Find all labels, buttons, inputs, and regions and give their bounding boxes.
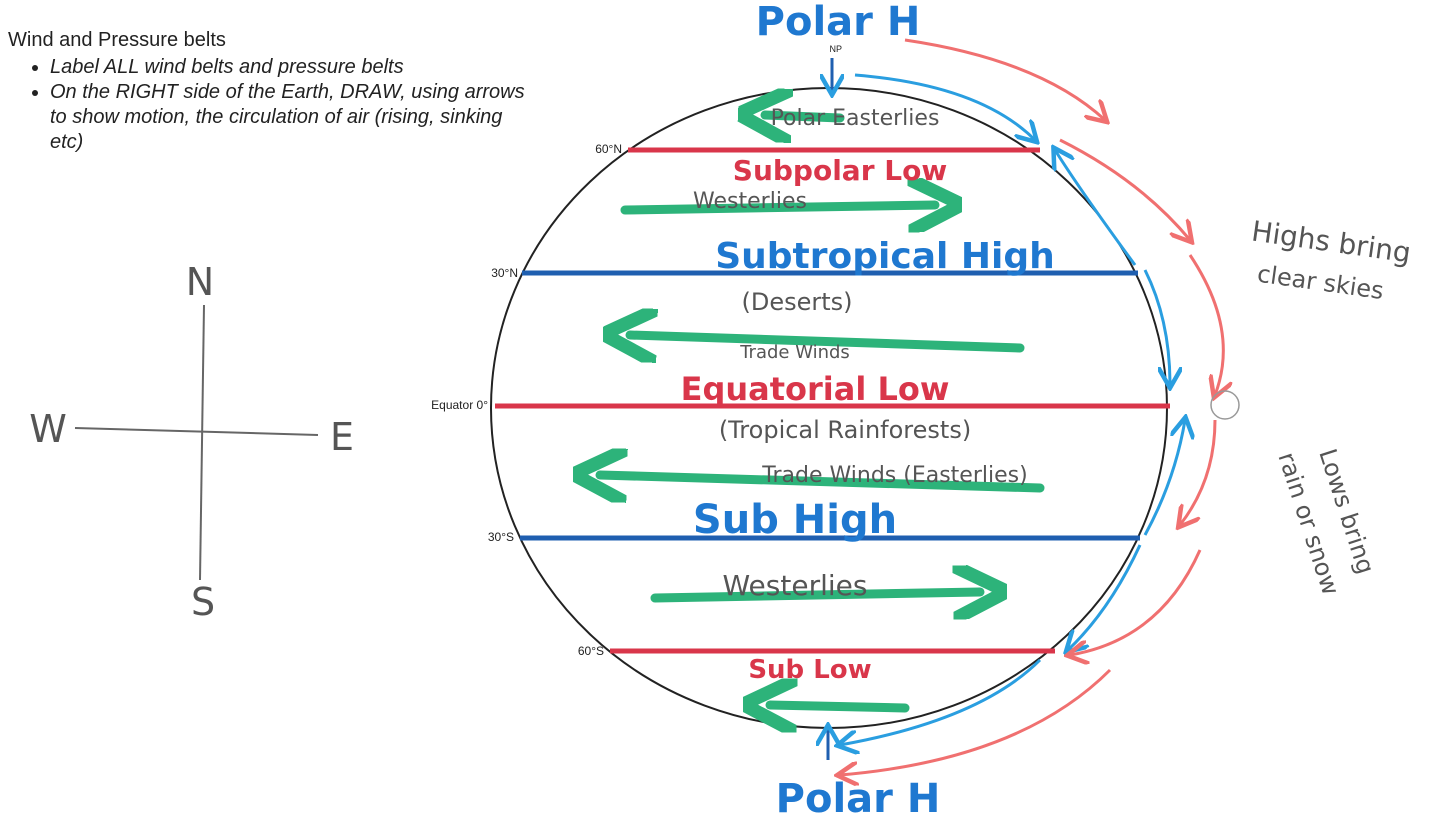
pressure-label: Equatorial Low bbox=[681, 370, 950, 408]
compass-ns bbox=[199, 304, 205, 581]
air-flow bbox=[904, 38, 1105, 120]
compass bbox=[74, 304, 319, 581]
air-flow bbox=[1070, 549, 1202, 655]
wind-arrow bbox=[650, 592, 980, 598]
circulation bbox=[828, 38, 1240, 775]
air-flow bbox=[1143, 269, 1170, 385]
wind-arrows bbox=[600, 115, 1045, 708]
side-notes: Highs bring clear skies Lows bring rain … bbox=[1249, 214, 1412, 598]
climate-note: (Deserts) bbox=[741, 288, 852, 316]
instructions-title: Wind and Pressure belts bbox=[8, 29, 226, 51]
instructions: Wind and Pressure belts Label ALL wind b… bbox=[8, 28, 528, 155]
wind-label: Westerlies bbox=[723, 569, 868, 602]
air-flow bbox=[1059, 138, 1190, 240]
climate-note: (Tropical Rainforests) bbox=[719, 416, 971, 444]
pressure-label: Sub Low bbox=[748, 655, 871, 685]
pressure-label: Subtropical High bbox=[715, 236, 1055, 277]
latitude-lines bbox=[495, 147, 1170, 654]
air-flow bbox=[1143, 420, 1185, 536]
compass-e: E bbox=[330, 415, 354, 459]
air-flow bbox=[854, 73, 1035, 140]
side-note-line: clear skies bbox=[1256, 260, 1386, 305]
air-flow bbox=[840, 658, 1042, 745]
latitude-labels: 60°N 30°N Equator 0° 30°S 60°S NP bbox=[431, 44, 842, 658]
pressure-label: Subpolar Low bbox=[733, 154, 947, 187]
pressure-label: Polar H bbox=[776, 776, 941, 817]
compass-n: N bbox=[186, 260, 214, 304]
pressure-label: Polar H bbox=[756, 0, 921, 45]
air-flow bbox=[1055, 150, 1137, 266]
wind-label: Trade Winds (Easterlies) bbox=[761, 463, 1027, 488]
compass-s: S bbox=[191, 580, 215, 624]
side-note: Lows bring rain or snow bbox=[1272, 445, 1380, 598]
wind-label: Polar Easterlies bbox=[771, 106, 940, 131]
compass-we bbox=[74, 427, 319, 436]
lat-label: 60°N bbox=[595, 142, 622, 156]
air-flow bbox=[1180, 419, 1217, 525]
wind-arrow bbox=[765, 115, 845, 118]
compass-w: W bbox=[29, 407, 67, 451]
air-flow bbox=[840, 668, 1112, 775]
pole-marker: NP bbox=[829, 44, 842, 54]
wind-arrow bbox=[630, 335, 1025, 348]
instruction-bullet: Label ALL wind belts and pressure belts bbox=[50, 55, 528, 80]
instruction-bullet: On the RIGHT side of the Earth, DRAW, us… bbox=[50, 80, 528, 155]
wind-label: Westerlies bbox=[693, 189, 807, 214]
instructions-list: Label ALL wind belts and pressure belts … bbox=[8, 55, 528, 155]
lat-label: 30°N bbox=[491, 266, 518, 280]
pressure-label: Sub High bbox=[693, 497, 897, 543]
side-note: Highs bring clear skies bbox=[1249, 214, 1412, 305]
air-flow bbox=[1188, 254, 1223, 395]
wind-labels: Polar Easterlies Westerlies Trade Winds … bbox=[693, 106, 1028, 602]
wind-arrow bbox=[600, 475, 1045, 488]
wind-arrow bbox=[620, 205, 935, 210]
lat-label: 60°S bbox=[578, 644, 604, 658]
lat-label: Equator 0° bbox=[431, 398, 488, 412]
wind-arrow bbox=[770, 705, 910, 708]
compass-labels: N S W E bbox=[29, 260, 354, 624]
wind-label: Trade Winds bbox=[739, 342, 850, 363]
lat-label: 30°S bbox=[488, 530, 514, 544]
cloud-sketch bbox=[1210, 390, 1240, 420]
pressure-labels: Polar H Subpolar Low Subtropical High Eq… bbox=[681, 0, 1055, 817]
